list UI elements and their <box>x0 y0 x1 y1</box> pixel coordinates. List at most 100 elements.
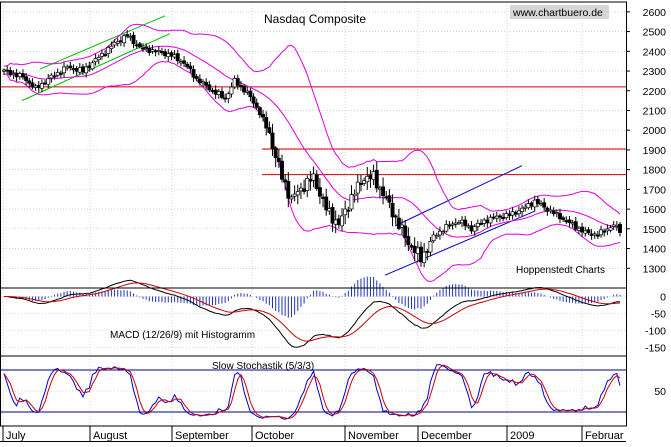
candle-body <box>128 36 133 38</box>
price-tick-label: 1800 <box>643 165 667 177</box>
candle-body <box>2 69 6 72</box>
candle-body <box>112 41 117 46</box>
candle-body <box>5 69 10 72</box>
stoch-layer <box>0 364 626 420</box>
candle-body <box>248 90 253 98</box>
candle-body <box>453 222 458 225</box>
candle-body <box>343 208 348 216</box>
panel-frame <box>0 355 627 427</box>
source-label-box <box>510 5 609 19</box>
candle-body <box>472 226 477 232</box>
price-layer <box>2 29 622 268</box>
candle-body <box>482 219 487 224</box>
candle-body <box>194 76 199 79</box>
stochastic-k-line <box>3 364 621 420</box>
candle-body <box>441 231 446 234</box>
candle-body <box>137 43 142 48</box>
candle-body <box>87 65 92 69</box>
candle-body <box>576 227 581 231</box>
candle-body <box>43 82 48 85</box>
candle-body <box>292 193 297 197</box>
label-layer: Nasdaq Composite www.chartbuero.de Hoppe… <box>110 5 609 372</box>
candle-body <box>602 230 607 233</box>
candle-body <box>460 219 465 224</box>
candle-body <box>516 210 521 215</box>
candle-body <box>570 222 575 225</box>
candle-body <box>498 215 502 218</box>
candle-body <box>223 97 228 100</box>
candle-body <box>52 75 57 78</box>
channel-lower-line <box>39 15 166 70</box>
candle-body <box>216 91 221 96</box>
candle-body <box>264 117 269 129</box>
candle-body <box>336 218 341 226</box>
candle-body <box>545 207 550 212</box>
candle-body <box>68 65 73 68</box>
candle-body <box>147 47 152 53</box>
month-label: November <box>348 430 399 442</box>
candle-body <box>295 191 300 196</box>
candle-body <box>529 202 534 207</box>
macd-label: MACD (12/26/9) mit Histogramm <box>110 330 255 341</box>
candle-body <box>513 211 518 215</box>
candle-body <box>384 196 389 199</box>
candle-body <box>8 70 13 76</box>
candle-body <box>501 217 506 219</box>
candle-body <box>317 187 322 197</box>
candle-body <box>213 89 218 95</box>
candle-body <box>532 199 537 208</box>
stochastic-tick-label: 50 <box>654 386 666 398</box>
candle-body <box>393 215 398 218</box>
channel-upper-line <box>21 33 171 102</box>
macd-tick-label: -100 <box>645 326 666 338</box>
candle-body <box>21 73 25 78</box>
candle-body <box>611 224 616 227</box>
candle-body <box>324 196 329 211</box>
candle-body <box>551 210 556 215</box>
candle-body <box>65 66 70 69</box>
candle-body <box>27 80 32 84</box>
candle-body <box>36 85 41 89</box>
candle-body <box>592 233 597 236</box>
candle-body <box>463 219 468 227</box>
price-tick-label: 1700 <box>643 184 667 196</box>
candle-body <box>494 215 499 219</box>
candle-body <box>11 73 16 76</box>
candle-body <box>273 147 278 159</box>
month-label: October <box>255 430 294 442</box>
candle-body <box>368 174 373 179</box>
candle-body <box>583 230 588 234</box>
candle-body <box>90 62 95 70</box>
stochastic-d-line <box>3 364 621 420</box>
candle-body <box>156 50 161 52</box>
candle-body <box>558 213 562 220</box>
candle-body <box>469 225 474 232</box>
candle-body <box>58 72 63 75</box>
candle-body <box>355 181 360 194</box>
candle-body <box>178 61 183 64</box>
candle-body <box>554 212 559 215</box>
candle-body <box>535 198 540 204</box>
candle-body <box>93 58 98 62</box>
candle-body <box>24 76 29 81</box>
candle-body <box>431 234 436 242</box>
candle-body <box>106 47 111 54</box>
candle-body <box>346 209 351 212</box>
month-label: December <box>421 430 472 442</box>
candle-body <box>153 50 158 53</box>
candle-body <box>74 67 79 72</box>
candle-body <box>415 247 420 254</box>
candle-body <box>125 34 130 37</box>
month-label: Februar <box>585 430 624 442</box>
candle-body <box>77 67 82 73</box>
macd-line <box>4 279 621 348</box>
candle-body <box>141 47 145 50</box>
macd-signal-line <box>4 282 621 342</box>
candle-body <box>39 83 44 89</box>
candle-body <box>302 188 307 192</box>
line-layer <box>0 15 626 283</box>
candle-body <box>520 207 525 212</box>
price-tick-label: 2000 <box>643 125 667 137</box>
candle-body <box>589 233 594 236</box>
candle-body <box>115 41 120 44</box>
